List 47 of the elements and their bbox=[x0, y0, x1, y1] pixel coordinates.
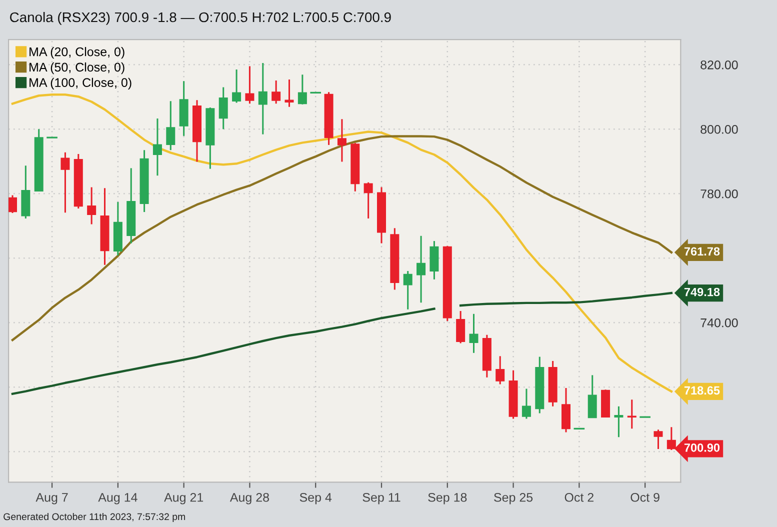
candlestick bbox=[588, 374, 597, 418]
legend-label: MA (100, Close, 0) bbox=[30, 78, 132, 90]
x-tick-label: Sep 18 bbox=[428, 492, 467, 504]
candlestick bbox=[627, 398, 636, 430]
candlestick bbox=[232, 68, 242, 104]
candlestick bbox=[245, 66, 254, 104]
candlestick bbox=[337, 118, 346, 162]
y-tick-label: 780.00 bbox=[700, 189, 738, 198]
candlestick bbox=[456, 310, 466, 344]
candlestick bbox=[166, 100, 176, 151]
candlestick bbox=[8, 194, 18, 214]
candlestick bbox=[272, 80, 281, 104]
candlestick bbox=[522, 388, 531, 420]
y-tick-label: 820.00 bbox=[700, 60, 738, 70]
candlestick bbox=[364, 182, 373, 220]
x-tick-label: Sep 11 bbox=[362, 492, 400, 504]
candlestick bbox=[298, 74, 307, 106]
x-tick-label: Aug 28 bbox=[230, 492, 269, 504]
data-label: 761.78 bbox=[684, 247, 720, 256]
x-tick-label: Oct 9 bbox=[630, 492, 660, 502]
candlestick bbox=[469, 313, 478, 354]
text: Generated October 11th 2023, 7:57:32 pm bbox=[4, 512, 185, 522]
candlestick bbox=[152, 118, 162, 176]
candlestick bbox=[416, 235, 426, 304]
candlestick bbox=[258, 62, 268, 136]
data-label: 749.18 bbox=[684, 288, 720, 296]
y-tick-label: 800.00 bbox=[700, 124, 738, 134]
x-tick-label: Aug 21 bbox=[164, 492, 204, 504]
y-tick-label: 740.00 bbox=[700, 318, 738, 328]
data-label: 718.65 bbox=[684, 386, 720, 395]
candlestick bbox=[87, 186, 96, 226]
x-tick-label: Sep 4 bbox=[300, 492, 332, 504]
x-tick-label: Sep 25 bbox=[494, 492, 533, 504]
text: 700.90 bbox=[684, 443, 720, 452]
candlestick bbox=[403, 270, 412, 310]
x-tick-label: Aug 14 bbox=[98, 493, 138, 504]
candlestick bbox=[654, 428, 663, 450]
candlestick bbox=[218, 86, 228, 130]
x-tick-label: Oct 2 bbox=[564, 492, 594, 502]
candlestick bbox=[284, 78, 294, 108]
legend-label: MA (50, Close, 0) bbox=[30, 62, 124, 74]
x-tick-label: Aug 7 bbox=[36, 493, 68, 504]
candlestick bbox=[60, 152, 70, 214]
candlestick bbox=[614, 406, 624, 438]
chart-title: Canola (RSX23) 700.9 -1.8 — O:700.5 H:702 L:700.5 C:700.9 bbox=[10, 12, 391, 25]
candlestick bbox=[496, 355, 505, 385]
legend-label: MA (20, Close, 0) bbox=[30, 47, 124, 59]
